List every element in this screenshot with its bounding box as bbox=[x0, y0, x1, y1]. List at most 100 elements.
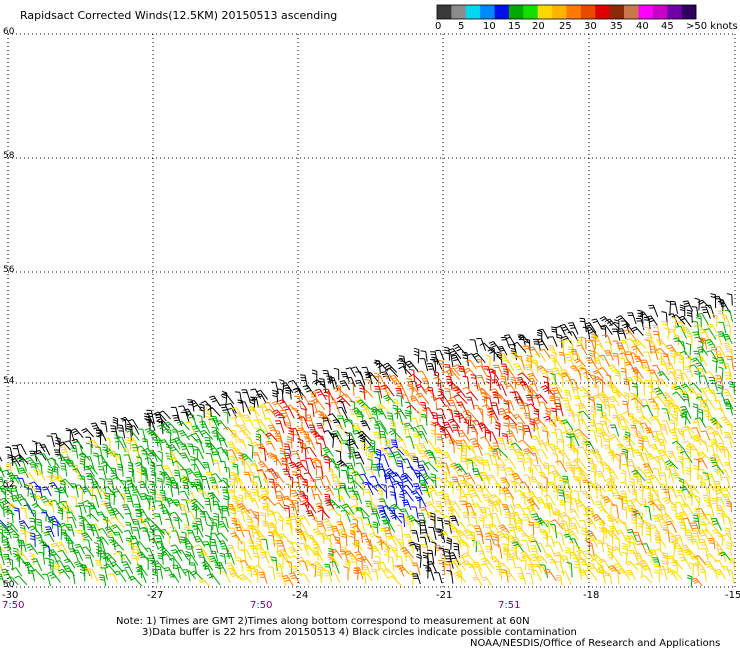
wind-barb bbox=[693, 464, 699, 481]
wind-barb bbox=[131, 489, 143, 501]
wind-barb bbox=[278, 554, 284, 569]
wind-barb bbox=[84, 505, 91, 519]
wind-barb bbox=[305, 437, 316, 450]
wind-barb bbox=[172, 481, 180, 495]
wind-barb bbox=[288, 475, 294, 488]
wind-barb bbox=[0, 531, 6, 538]
wind-barb bbox=[717, 310, 726, 323]
wind-barb bbox=[286, 436, 293, 449]
wind-barb bbox=[562, 431, 574, 442]
wind-barbs-layer bbox=[0, 293, 735, 588]
wind-barb bbox=[62, 507, 69, 523]
wind-barb bbox=[114, 434, 120, 450]
wind-barb bbox=[645, 452, 659, 464]
wind-barb bbox=[199, 420, 211, 434]
wind-barb bbox=[436, 517, 444, 530]
wind-barb bbox=[58, 487, 69, 498]
wind-barb bbox=[243, 471, 252, 483]
wind-barb bbox=[207, 491, 221, 503]
wind-barb bbox=[315, 442, 323, 457]
wind-barb bbox=[230, 429, 237, 443]
wind-barb bbox=[563, 403, 575, 417]
wind-barb bbox=[456, 401, 468, 415]
wind-barb bbox=[678, 355, 685, 371]
wind-barb bbox=[117, 436, 127, 449]
wind-barb bbox=[704, 486, 711, 502]
wind-barb bbox=[692, 449, 701, 464]
wind-barb bbox=[219, 552, 227, 565]
wind-barb bbox=[297, 438, 304, 453]
wind-barb bbox=[237, 494, 244, 509]
wind-barb bbox=[17, 458, 28, 472]
wind-barb bbox=[532, 428, 541, 440]
wind-barb bbox=[211, 429, 226, 441]
wind-barb bbox=[250, 442, 263, 455]
wind-barb bbox=[317, 435, 327, 449]
wind-barb bbox=[267, 531, 276, 547]
wind-barb bbox=[303, 430, 310, 445]
wind-barb bbox=[281, 457, 288, 473]
wind-barb bbox=[20, 529, 27, 544]
note-line-1: Note: 1) Times are GMT 2)Times along bot… bbox=[116, 616, 530, 627]
wind-barb bbox=[84, 554, 94, 568]
wind-barb bbox=[420, 413, 428, 426]
wind-barb bbox=[155, 565, 163, 580]
wind-barb bbox=[704, 371, 718, 382]
wind-barb bbox=[47, 571, 61, 583]
wind-barb bbox=[647, 382, 654, 399]
wind-barb bbox=[305, 457, 316, 470]
wind-barb bbox=[103, 518, 116, 529]
wind-barb bbox=[36, 518, 43, 533]
wind-barb bbox=[38, 539, 45, 556]
wind-barb bbox=[190, 498, 205, 509]
wind-barb bbox=[199, 429, 214, 440]
wind-barb bbox=[311, 398, 326, 411]
legend-label-3: 15 bbox=[508, 21, 521, 32]
wind-barb bbox=[26, 488, 36, 501]
wind-barb bbox=[310, 477, 316, 491]
wind-barb bbox=[165, 483, 174, 498]
lon-label-neg15: -15 bbox=[725, 590, 740, 601]
wind-barb bbox=[472, 404, 484, 417]
wind-barb bbox=[517, 425, 524, 440]
wind-barb bbox=[25, 456, 39, 468]
wind-barb bbox=[632, 339, 647, 349]
wind-barb bbox=[112, 416, 119, 430]
legend-swatch bbox=[480, 5, 495, 19]
wind-barb bbox=[686, 309, 693, 323]
wind-barb bbox=[430, 351, 439, 365]
wind-barb bbox=[613, 492, 623, 505]
wind-barb bbox=[621, 551, 628, 565]
wind-barb bbox=[700, 548, 709, 560]
wind-barb bbox=[500, 375, 508, 390]
wind-barb bbox=[240, 460, 252, 471]
wind-barb bbox=[225, 552, 235, 565]
wind-barb bbox=[215, 419, 228, 431]
wind-barb bbox=[364, 466, 375, 478]
wind-barb bbox=[229, 478, 236, 493]
wind-barb bbox=[117, 424, 126, 439]
wind-barb bbox=[77, 502, 87, 514]
wind-barb bbox=[317, 509, 331, 519]
wind-barb bbox=[303, 560, 315, 570]
wind-barb bbox=[324, 563, 333, 576]
wind-barb bbox=[6, 509, 14, 524]
wind-barb bbox=[125, 436, 132, 451]
wind-barb bbox=[307, 403, 315, 417]
wind-barb bbox=[191, 425, 204, 438]
wind-barb bbox=[212, 501, 222, 515]
wind-barb bbox=[713, 399, 723, 413]
wind-barb bbox=[341, 533, 348, 547]
wind-barb bbox=[285, 517, 293, 531]
wind-barb bbox=[596, 540, 605, 553]
wind-barb bbox=[262, 479, 269, 494]
wind-barb bbox=[222, 426, 237, 438]
wind-barb bbox=[43, 544, 51, 558]
wind-barb bbox=[219, 460, 228, 473]
wind-barb bbox=[256, 393, 267, 404]
wind-barb bbox=[720, 513, 734, 524]
wind-barb bbox=[202, 462, 211, 474]
wind-barb bbox=[230, 572, 243, 581]
wind-barb bbox=[150, 471, 157, 487]
wind-barb bbox=[50, 499, 63, 512]
